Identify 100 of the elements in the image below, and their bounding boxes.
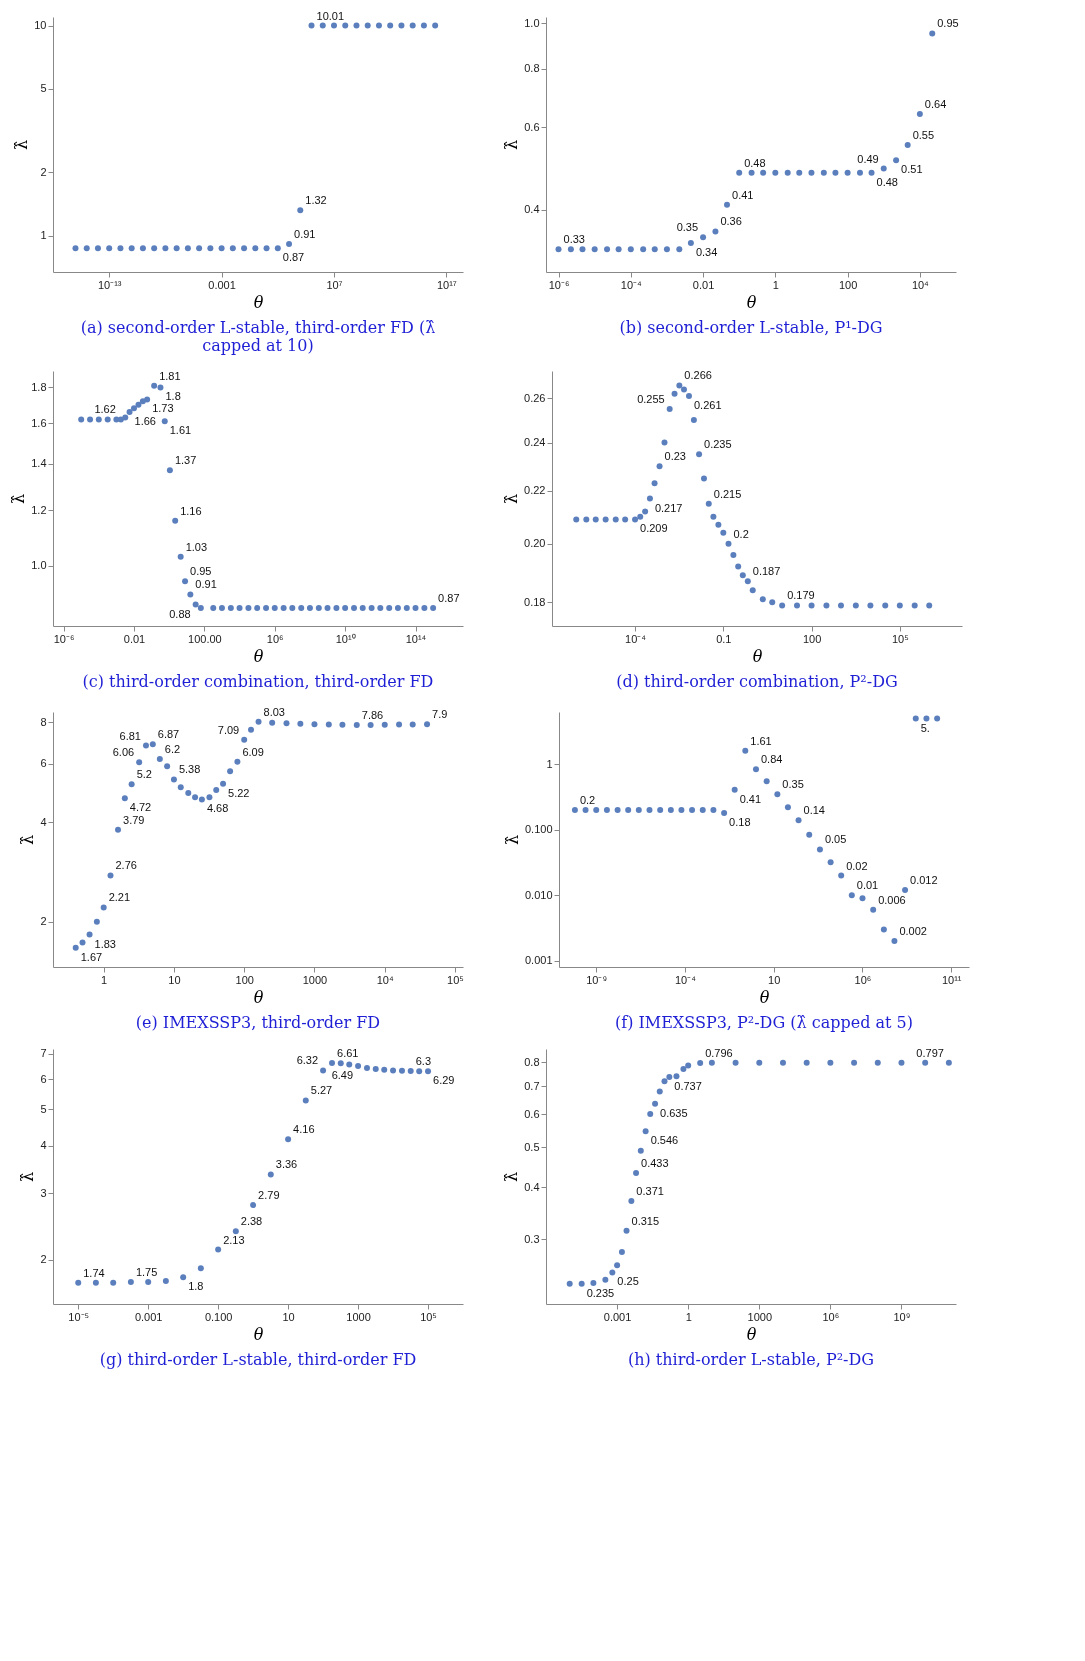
x-tick-label: 10⁵ [420,1310,437,1323]
annotation: 0.01 [856,879,879,892]
annotation: 5. [920,721,930,734]
annotation: 0.546 [650,1134,679,1147]
point [832,169,839,176]
y-tick-label: 6 [40,757,47,770]
y-tick-label: 1.8 [31,380,47,393]
point [748,169,755,176]
annotation: 0.797 [916,1046,944,1059]
x-tick-label: 10¹⁴ [405,632,427,645]
x-tick-label: 10⁻⁵ [68,1310,90,1323]
annotation: 0.55 [912,128,935,141]
x-tick-label: 1000 [302,973,328,986]
text: (e) IMEXSSP3, third-order FD [135,1013,381,1032]
x-tick-label: 0.001 [603,1310,632,1323]
point [710,807,717,814]
point [94,245,101,252]
annotation: 0.23 [664,450,686,463]
point [844,169,851,176]
x-tick-label: 10 [282,1310,295,1323]
y-tick-label: 0.18 [524,595,546,608]
x-tick-label: 1 [101,973,108,986]
point [678,807,685,814]
text: (g) third-order L-stable, third-order FD [99,1350,417,1369]
y-tick-label: 0.26 [524,391,546,404]
annotation: 0.209 [640,522,668,535]
y-tick-label: 0.100 [524,823,553,836]
y-tick-label: 1.0 [31,559,47,572]
annotation: 0.006 [878,893,906,906]
point [699,807,706,814]
point [731,786,738,793]
y-tick-label: 0.4 [524,1180,540,1193]
y-tick-label: 0.010 [524,888,553,901]
point [364,22,371,29]
annotation: 0.48 [876,175,898,188]
x-tick-label: 10 [168,973,181,986]
annotation: 0.179 [787,589,815,602]
point [375,22,382,29]
annotation: 6.61 [337,1047,359,1060]
annotation: 0.235 [704,438,732,451]
annotation: 0.87 [438,592,460,605]
y-tick-label: 0.8 [524,1055,540,1068]
x-tick-label: 10⁴ [376,973,394,986]
x-axis-title: θ [253,646,264,666]
point [308,22,315,29]
x-tick-label: 0.001 [208,278,236,291]
annotation: 0.012 [910,874,938,887]
x-tick-label: 10⁶ [822,1310,840,1323]
x-axis-title: θ [253,1324,264,1344]
point [207,245,214,252]
x-tick-label: 0.001 [134,1310,163,1323]
point [625,807,632,814]
annotation: 0.315 [631,1214,660,1227]
point [687,240,694,247]
annotation: 0.433 [641,1157,669,1170]
annotation: 0.64 [924,98,947,111]
x-tick-label: 1 [772,278,779,291]
point [184,245,191,252]
annotation: 0.235 [586,1286,615,1299]
annotation: 2.79 [258,1189,280,1202]
annotation: 6.81 [119,729,141,742]
annotation: 0.41 [732,188,754,201]
point [891,937,898,944]
annotation: 5.38 [178,763,201,776]
point [651,246,658,253]
x-tick-label: 0.100 [204,1310,233,1323]
y-axis-title: λ̂ [502,834,522,846]
annotation: 3.36 [275,1158,298,1171]
point [646,807,653,814]
point [635,807,642,814]
annotation: 6.87 [157,728,180,741]
point [229,245,236,252]
point [603,807,610,814]
text: (f) IMEXSSP3, P²-DG (λ̂ capped at 5) [614,1013,914,1032]
x-tick-label: 0.01 [692,278,715,291]
point [795,817,802,824]
point [139,245,146,252]
y-tick-label: 2 [40,915,47,928]
x-axis-title: θ [253,292,264,312]
y-tick-label: 4 [40,815,47,828]
annotation: 1.8 [165,390,181,403]
point [398,22,405,29]
point [760,169,767,176]
point [700,234,707,241]
annotation: 8.03 [263,705,285,718]
annotation: 6.3 [415,1054,432,1067]
point [752,766,759,773]
point [904,141,911,148]
x-tick-label: 10¹¹ [941,973,962,986]
y-tick-label: 0.4 [524,203,540,216]
annotation: 0.35 [782,778,804,791]
point [297,207,304,214]
x-tick-label: 10⁶ [266,632,284,645]
y-tick-label: 2 [40,1253,47,1266]
y-tick-label: 0.6 [524,1107,540,1120]
point [555,246,562,253]
point [252,245,259,252]
point [742,747,749,754]
point [870,906,877,913]
annotation: 0.14 [803,804,825,817]
